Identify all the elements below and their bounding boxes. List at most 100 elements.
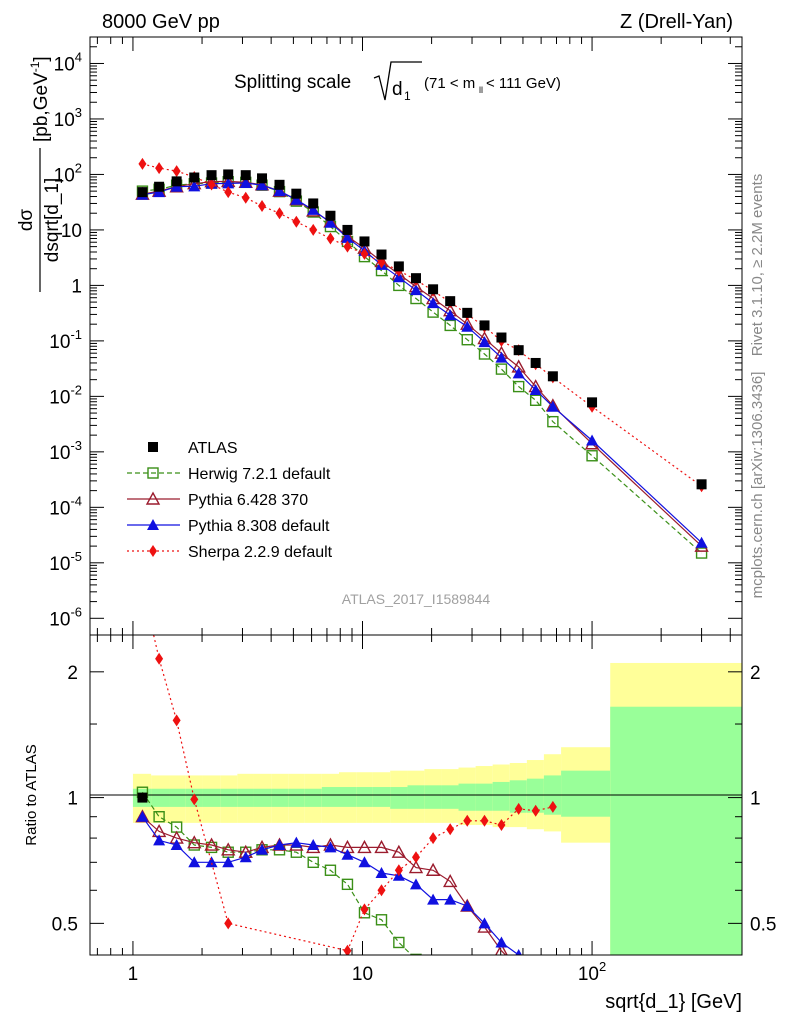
data-point-atlas [547, 371, 558, 382]
band-stat-uncertainty [492, 781, 510, 811]
data-point-sherpa-2-2-9-default [360, 247, 369, 260]
ratio-point-pythia-8-308-default [239, 851, 252, 863]
data-point-pythia-8-308-default [546, 400, 559, 412]
ratio-point-pythia-6-428-370 [408, 860, 424, 874]
ratio-point-pythia-8-308-default [427, 893, 440, 905]
x-tick-label: 102 [578, 959, 606, 985]
y-tick-base: 10 [54, 110, 75, 131]
ratio-point-pythia-8-308-default [188, 856, 201, 868]
band-stat-uncertainty [169, 788, 186, 807]
data-point-atlas [393, 261, 404, 272]
band-stat-uncertainty [237, 788, 254, 807]
data-point-herwig-7-2-1-default [512, 380, 525, 393]
analysis-id: ATLAS_2017_I1589844 [342, 591, 491, 607]
ratio-point-sherpa-2-2-9-default [463, 814, 472, 827]
data-point-pythia-8-308-default [478, 336, 491, 348]
title-symbol-sub: 1 [404, 89, 411, 103]
y-tick-exp: -1 [70, 327, 82, 342]
ratio-point-pythia-6-428-370 [425, 862, 441, 876]
ratio-point-pythia-8-308-default [170, 839, 183, 851]
band-stat-uncertainty [610, 706, 742, 955]
ratio-point-sherpa-2-2-9-default [514, 802, 523, 815]
ratio-point-pythia-8-308-default [341, 848, 354, 860]
ratio-point-pythia-6-428-370 [357, 839, 372, 854]
y-tick-base: 10 [49, 554, 70, 575]
ratio-point-pythia-8-308-default [273, 839, 286, 851]
ratio-point-sherpa-2-2-9-default [411, 851, 420, 864]
band-stat-uncertainty [288, 788, 305, 807]
data-point-herwig-7-2-1-default [444, 319, 456, 332]
ratio-point-herwig-7-2-1-default [375, 914, 388, 926]
band-stat-uncertainty [561, 770, 611, 817]
data-point-sherpa-2-2-9-default [326, 232, 335, 245]
data-point-herwig-7-2-1-default [478, 348, 491, 360]
data-point-atlas [137, 187, 148, 198]
legend-label-pythia-8-308-default: Pythia 8.308 default [188, 518, 330, 535]
data-point-atlas [496, 332, 507, 343]
data-point-atlas [154, 181, 165, 192]
band-stat-uncertainty [390, 787, 408, 809]
ylabel-numerator: dσ [16, 209, 37, 232]
data-point-atlas [376, 249, 387, 260]
y-tick-base: 10 [49, 609, 70, 630]
y-tick-base: 10 [54, 165, 75, 186]
ratio-point-pythia-8-308-default [478, 917, 491, 929]
data-point-herwig-7-2-1-default [586, 450, 598, 462]
data-point-atlas [479, 320, 490, 331]
data-point-sherpa-2-2-9-default [258, 199, 267, 212]
ratio-point-herwig-7-2-1-default [153, 811, 165, 823]
data-point-sherpa-2-2-9-default [292, 215, 301, 228]
ratio-point-sherpa-2-2-9-default [480, 814, 489, 827]
ratio-y-tick-label-right: 0.5 [750, 914, 776, 935]
rivet-label: Rivet 3.1.10, ≥ 2.2M events [749, 174, 766, 357]
legend-marker-sherpa-2-2-9-default [149, 545, 157, 557]
ratio-panel-series [135, 635, 557, 973]
legend-marker-herwig-7-2-1-default [147, 467, 159, 479]
y-tick-exp: 3 [75, 105, 82, 120]
legend-label-sherpa-2-2-9-default: Sherpa 2.2.9 default [188, 544, 333, 561]
data-point-herwig-7-2-1-default [461, 334, 473, 346]
data-point-pythia-8-308-default [273, 185, 286, 197]
data-point-pythia-8-308-default [461, 320, 474, 332]
ratio-point-sherpa-2-2-9-default [190, 793, 199, 806]
x-axis-label: sqrt{d_1} [GeV] [605, 991, 742, 1013]
data-point-atlas [342, 224, 353, 235]
ylabel-unit-exp: -1 [28, 61, 42, 72]
ratio-point-pythia-6-428-370 [495, 943, 508, 955]
data-point-atlas [410, 273, 421, 284]
data-point-pythia-8-308-default [444, 309, 457, 321]
ratio-point-sherpa-2-2-9-default [548, 800, 557, 813]
data-point-atlas [171, 176, 182, 187]
y-tick-label: 1 [71, 276, 82, 297]
ratio-point-sherpa-2-2-9-default [446, 823, 455, 836]
ratio-point-pythia-8-308-default [409, 878, 422, 890]
y-tick-exp: -4 [70, 493, 82, 508]
data-point-atlas [274, 179, 285, 190]
main-ylabel: dσ dsqrt[d_1] [pb,GeV-1] [16, 56, 63, 292]
ratio-y-tick-label: 0.5 [52, 914, 78, 935]
data-point-atlas [308, 198, 319, 209]
ratio-point-herwig-7-2-1-default [393, 936, 405, 949]
title-text: Splitting scale [234, 72, 351, 93]
ratio-point-pythia-6-428-370 [513, 962, 525, 973]
data-point-atlas [257, 173, 268, 184]
data-point-atlas [513, 345, 524, 356]
ratio-y-tick-label-right: 2 [750, 663, 761, 684]
title-range-right: < 111 GeV) [486, 75, 561, 92]
y-tick-exp: 4 [75, 49, 82, 64]
ratio-point-sherpa-2-2-9-default [429, 832, 438, 845]
y-tick-label: 10-6 [49, 604, 82, 630]
y-tick-exp: -3 [70, 438, 82, 453]
data-point-pythia-8-308-default [222, 177, 235, 189]
data-point-atlas [189, 172, 200, 183]
legend: ATLAS Herwig 7.2.1 default Pythia 6.428 37… [127, 440, 333, 561]
ratio-panel-axes: 2 21 10.5 0.51 10 102 [52, 663, 777, 985]
data-point-sherpa-2-2-9-default [207, 178, 216, 191]
x-tick-base: 1 [128, 964, 139, 985]
ylabel-unit-text: [pb,GeV [31, 72, 52, 142]
band-stat-uncertainty [509, 780, 527, 813]
ratio-point-herwig-7-2-1-default [307, 856, 319, 869]
ratio-point-pythia-8-308-default [461, 900, 474, 912]
x-tick-exp: 2 [599, 959, 606, 974]
band-stat-uncertainty [424, 785, 442, 809]
